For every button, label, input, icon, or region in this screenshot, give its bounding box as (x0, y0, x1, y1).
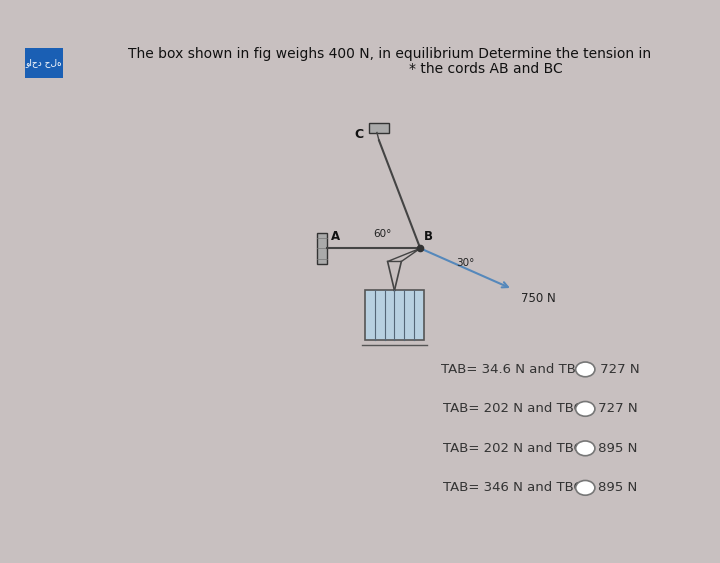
Circle shape (576, 362, 595, 377)
Circle shape (576, 401, 595, 416)
Text: TAB= 202 N and TBC= 895 N: TAB= 202 N and TBC= 895 N (444, 442, 638, 455)
Text: * the cords AB and BC: * the cords AB and BC (409, 62, 562, 77)
Text: 30°: 30° (456, 258, 474, 268)
Text: B: B (424, 230, 433, 243)
Text: 60°: 60° (373, 229, 392, 239)
Bar (365, 291, 423, 341)
Bar (317, 233, 328, 264)
Circle shape (576, 480, 595, 495)
Text: واحد حله: واحد حله (25, 59, 62, 68)
Text: The box shown in fig weighs 400 N, in equilibrium Determine the tension in: The box shown in fig weighs 400 N, in eq… (127, 47, 651, 61)
Bar (369, 123, 390, 132)
Circle shape (576, 441, 595, 455)
Text: TAB= 202 N and TBC= 727 N: TAB= 202 N and TBC= 727 N (444, 403, 638, 415)
Text: 750 N: 750 N (521, 292, 556, 305)
Bar (25, 48, 63, 78)
Text: TAB= 346 N and TBC= 895 N: TAB= 346 N and TBC= 895 N (444, 481, 638, 494)
Text: C: C (355, 128, 364, 141)
Text: TAB= 34.6 N and TBC= 727 N: TAB= 34.6 N and TBC= 727 N (441, 363, 640, 376)
Text: A: A (331, 230, 340, 243)
